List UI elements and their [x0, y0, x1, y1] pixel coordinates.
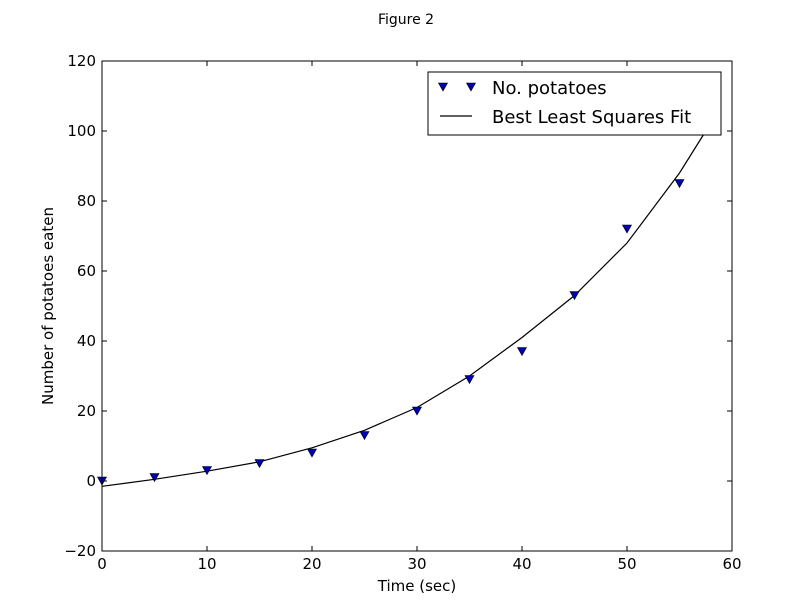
y-axis-ticks: −20 0 20 40 60 80 100 120	[64, 52, 732, 560]
data-point	[621, 224, 633, 234]
x-tick-label: 0	[97, 555, 107, 573]
fit-line	[101, 130, 707, 487]
data-point	[359, 431, 370, 441]
x-tick-label: 60	[722, 555, 741, 573]
x-axis-label: Time (sec)	[377, 577, 456, 595]
x-tick-label: 10	[197, 555, 216, 573]
y-tick-label: 80	[77, 192, 96, 210]
data-point	[306, 448, 318, 458]
legend-marker-right	[465, 82, 477, 92]
data-point	[569, 291, 580, 301]
legend-box	[427, 71, 722, 136]
x-tick-label: 30	[407, 555, 426, 573]
legend-label-scatter: No. potatoes	[492, 78, 607, 99]
x-tick-label: 50	[617, 555, 636, 573]
legend-label-line: Best Least Squares Fit	[492, 107, 691, 128]
y-tick-label: 40	[77, 332, 96, 350]
data-point	[516, 347, 528, 357]
y-tick-label: 120	[67, 52, 96, 70]
data-point	[674, 179, 685, 189]
figure-title: Figure 2	[378, 12, 434, 28]
y-tick-label: 0	[86, 472, 96, 490]
y-tick-label: −20	[64, 542, 96, 560]
data-point	[149, 473, 160, 483]
data-point	[254, 459, 265, 469]
y-tick-label: 20	[77, 402, 96, 420]
x-tick-label: 40	[512, 555, 531, 573]
legend-marker-left	[437, 82, 449, 92]
y-tick-label: 100	[67, 122, 96, 140]
x-axis-ticks: 0 10 20 30 40 50 60	[97, 61, 742, 573]
y-axis-label: Number of potatoes eaten	[39, 207, 57, 405]
plot-frame	[101, 60, 733, 552]
x-tick-label: 20	[302, 555, 321, 573]
data-point	[201, 466, 213, 476]
y-tick-label: 60	[77, 262, 96, 280]
data-point	[464, 375, 475, 385]
plot-content	[96, 130, 707, 487]
legend: No. potatoes Best Least Squares Fit	[427, 71, 722, 136]
data-point	[411, 406, 423, 416]
